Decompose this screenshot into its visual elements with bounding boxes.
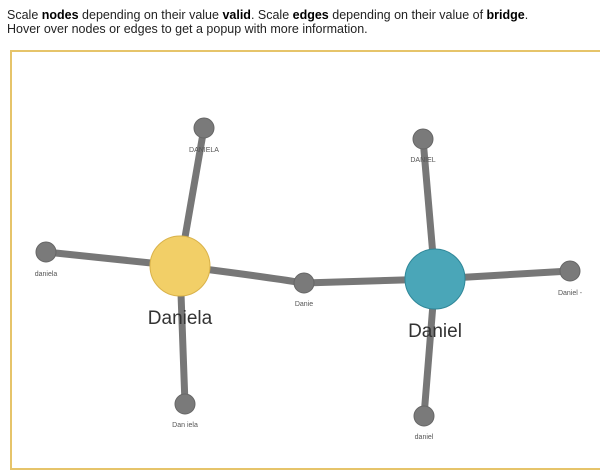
- instr-text-4: depending on their value of: [328, 8, 487, 22]
- node-daniela-upper[interactable]: [193, 117, 215, 139]
- node-danie[interactable]: [293, 272, 315, 294]
- label-dan-iela: Dan iela: [172, 422, 198, 429]
- node-daniela-hub[interactable]: [149, 235, 211, 297]
- instr-bold-bridge: bridge: [486, 8, 525, 22]
- label-daniela-hub: Daniela: [148, 308, 213, 329]
- instr-text-2: depending on their value: [78, 8, 223, 22]
- instr-text-3: . Scale: [250, 8, 293, 22]
- instr-text-5: .: [524, 8, 529, 22]
- label-daniel-hub: Daniel: [408, 321, 462, 342]
- network-graph[interactable]: DANIELA daniela Dan iela Danie DANIEL Da…: [0, 0, 600, 447]
- instructions-text: Scale nodes depending on their value val…: [7, 8, 597, 36]
- label-danie: Danie: [295, 301, 313, 308]
- instr-bold-edges: edges: [292, 8, 329, 22]
- instr-text-1: Scale: [7, 8, 42, 22]
- instr-bold-valid: valid: [222, 8, 251, 22]
- label-daniel-upper: DANIEL: [410, 157, 435, 164]
- label-daniela-lower: daniela: [35, 271, 58, 278]
- instr-bold-nodes: nodes: [41, 8, 79, 22]
- node-daniel-lower[interactable]: [413, 405, 435, 427]
- label-daniel-dash: Daniel -: [558, 290, 583, 297]
- node-daniela-lower[interactable]: [35, 241, 57, 263]
- instructions-line-1: Scale nodes depending on their value val…: [7, 8, 597, 22]
- node-dan-iela[interactable]: [174, 393, 196, 415]
- node-daniel-hub[interactable]: [404, 248, 466, 310]
- instructions-line-2: Hover over nodes or edges to get a popup…: [7, 22, 368, 36]
- label-daniel-lower: daniel: [415, 434, 434, 441]
- label-daniela-upper: DANIELA: [189, 147, 219, 154]
- node-daniel-upper[interactable]: [412, 128, 434, 150]
- node-daniel-dash[interactable]: [559, 260, 581, 282]
